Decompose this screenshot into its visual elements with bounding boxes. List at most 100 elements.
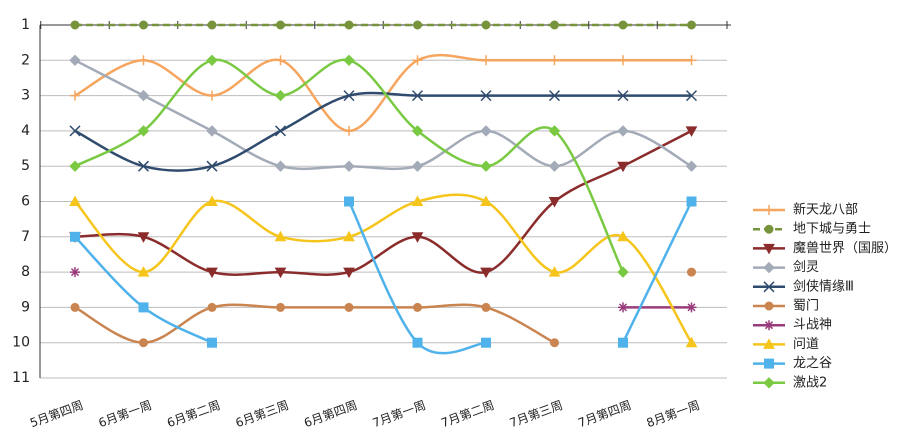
series xyxy=(69,193,698,348)
marker xyxy=(764,205,774,215)
marker xyxy=(763,261,775,274)
marker xyxy=(480,267,492,279)
marker xyxy=(206,267,218,279)
marker xyxy=(70,267,80,278)
legend-label: 斗战神 xyxy=(793,318,832,333)
marker xyxy=(137,266,150,277)
marker xyxy=(687,267,696,277)
y-tick-label: 3 xyxy=(21,88,30,104)
series-line xyxy=(74,303,556,344)
marker xyxy=(69,195,81,206)
series-line xyxy=(74,129,693,276)
marker xyxy=(139,338,148,348)
marker xyxy=(481,337,491,348)
y-tick-label: 11 xyxy=(12,370,30,386)
series-line xyxy=(621,200,693,344)
marker xyxy=(139,20,148,30)
y-tick-label: 5 xyxy=(21,158,30,174)
series xyxy=(70,20,696,30)
marker xyxy=(686,196,697,207)
marker xyxy=(344,196,354,207)
marker xyxy=(548,266,561,277)
marker xyxy=(274,125,287,137)
marker xyxy=(550,338,559,348)
y-tick-label: 6 xyxy=(21,194,30,210)
x-tick-label: 7月第二周 xyxy=(439,398,496,430)
marker xyxy=(274,230,287,242)
marker xyxy=(481,302,491,312)
marker xyxy=(685,160,698,172)
series-line xyxy=(74,59,693,171)
marker xyxy=(343,90,355,102)
legend-label: 剑灵 xyxy=(793,259,819,275)
marker xyxy=(137,160,150,172)
x-tick-label: 6月第三周 xyxy=(234,398,291,430)
marker xyxy=(685,336,698,348)
marker xyxy=(274,160,287,172)
marker xyxy=(343,160,355,172)
series-line xyxy=(74,91,692,172)
x-tick-label: 7月第一周 xyxy=(371,398,428,430)
legend-label: 魔兽世界（国服） xyxy=(793,241,897,256)
marker xyxy=(70,302,80,312)
marker xyxy=(763,243,775,255)
legend-label: 问道 xyxy=(793,337,819,352)
marker xyxy=(344,20,354,30)
marker xyxy=(412,55,423,66)
marker xyxy=(137,125,150,137)
marker xyxy=(413,302,422,312)
y-tick-label: 7 xyxy=(21,229,30,245)
legend-label: 蜀门 xyxy=(793,299,819,314)
legend-label: 新天龙八部 xyxy=(793,202,858,218)
marker xyxy=(686,302,697,313)
marker xyxy=(138,55,149,66)
legend-label: 地下城与勇士 xyxy=(793,222,871,237)
marker xyxy=(411,125,424,137)
x-tick-label: 6月第二周 xyxy=(165,398,222,430)
x-tick-label: 7月第三周 xyxy=(508,398,565,430)
y-tick-label: 2 xyxy=(21,52,30,68)
marker xyxy=(764,224,774,234)
series-line xyxy=(74,58,625,273)
marker xyxy=(343,54,355,67)
x-tick-label: 8月第一周 xyxy=(645,398,702,430)
marker xyxy=(481,55,491,66)
marker xyxy=(617,266,629,278)
marker xyxy=(763,377,775,389)
series xyxy=(70,196,697,355)
marker xyxy=(344,125,354,136)
marker xyxy=(206,160,218,172)
marker xyxy=(138,302,149,313)
marker xyxy=(618,20,628,30)
marker xyxy=(137,89,150,102)
marker xyxy=(70,20,80,30)
marker xyxy=(480,160,492,172)
marker xyxy=(548,160,561,172)
marker xyxy=(685,90,698,102)
marker xyxy=(763,281,775,293)
marker xyxy=(206,54,218,67)
series xyxy=(69,90,698,172)
y-tick-label: 8 xyxy=(21,264,30,280)
marker xyxy=(764,301,774,311)
x-tick-label: 6月第一周 xyxy=(97,398,154,430)
marker xyxy=(617,161,629,173)
marker xyxy=(343,230,355,242)
marker xyxy=(480,125,492,137)
x-tick-label: 7月第四周 xyxy=(576,398,633,430)
marker xyxy=(548,125,561,137)
series-line xyxy=(74,235,213,344)
marker xyxy=(274,89,287,102)
x-tick-label: 6月第四周 xyxy=(302,398,359,430)
series xyxy=(70,267,697,313)
marker xyxy=(274,267,287,279)
marker xyxy=(549,55,560,66)
marker xyxy=(343,267,355,279)
marker xyxy=(763,338,775,349)
marker xyxy=(206,125,218,137)
legend-label: 激战2 xyxy=(793,375,827,390)
marker xyxy=(207,302,217,312)
marker xyxy=(69,54,81,67)
marker xyxy=(137,232,150,243)
